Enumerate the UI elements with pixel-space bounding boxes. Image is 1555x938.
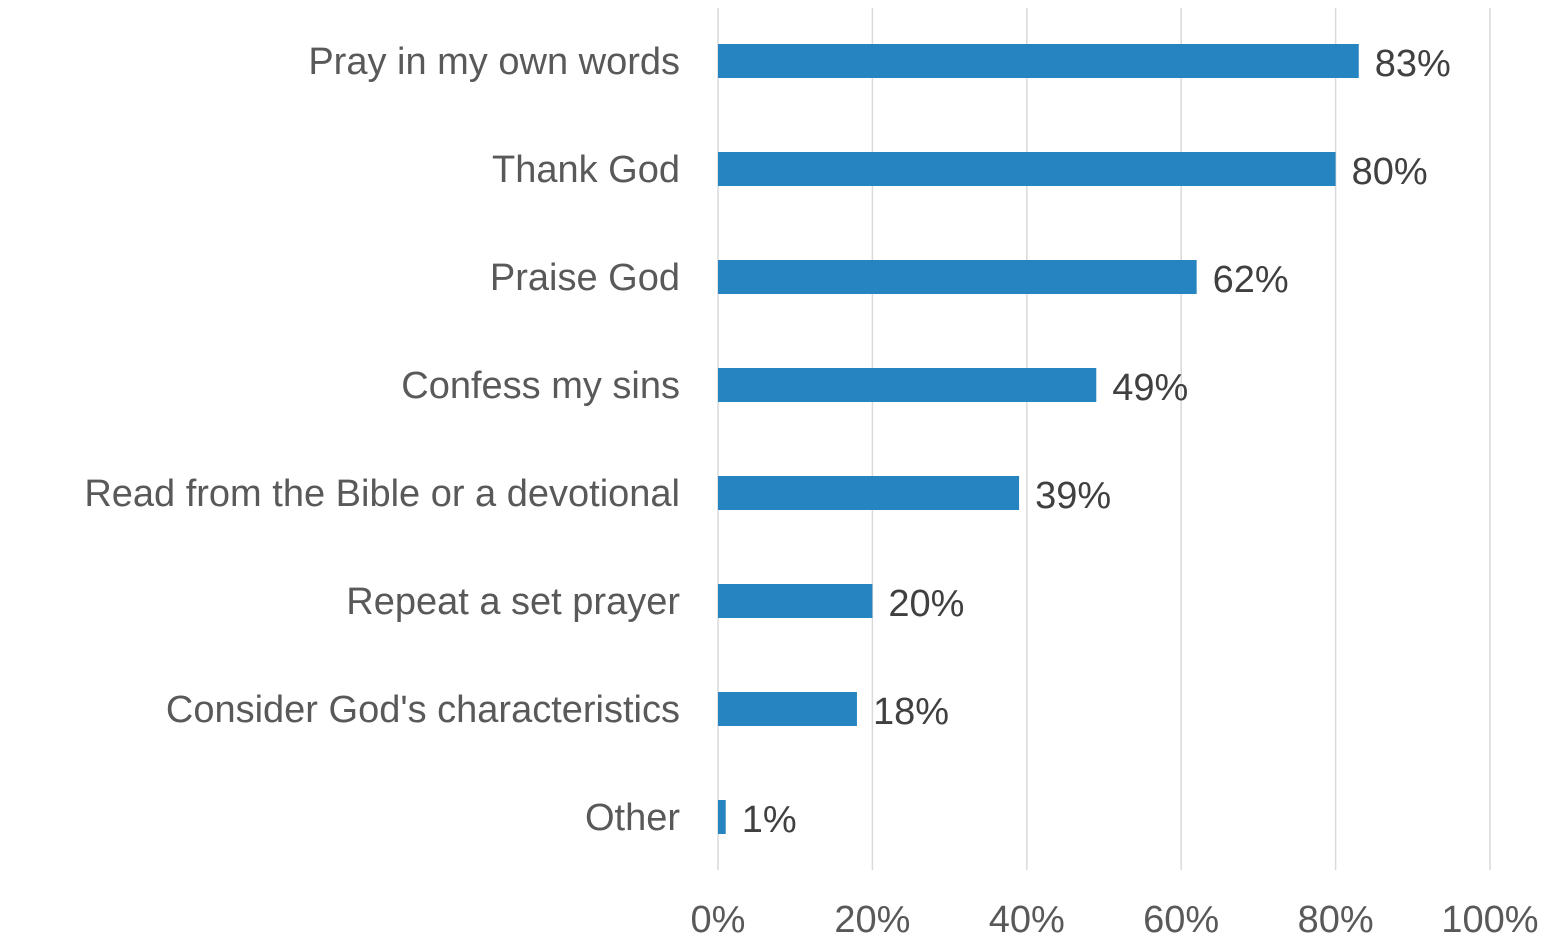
bar-7 (718, 692, 857, 726)
value-label-4: 49% (1112, 367, 1188, 409)
x-tick-label-80: 80% (1298, 899, 1374, 938)
value-label-1: 83% (1375, 43, 1451, 85)
category-label-6: Repeat a set prayer (346, 581, 680, 623)
value-label-3: 62% (1213, 259, 1289, 301)
category-label-4: Confess my sins (401, 365, 680, 407)
bar-8 (718, 800, 726, 834)
category-label-8: Other (585, 797, 680, 839)
x-tick-label-40: 40% (989, 899, 1065, 938)
x-tick-label-20: 20% (834, 899, 910, 938)
x-axis: 0% 20% 40% 60% 80% 100% (691, 899, 1539, 938)
x-tick-label-0: 0% (691, 899, 746, 938)
bar-6 (718, 584, 872, 618)
bar-4 (718, 368, 1096, 402)
x-tick-label-100: 100% (1441, 899, 1538, 938)
gridlines (718, 8, 1490, 870)
category-label-2: Thank God (492, 149, 680, 191)
category-labels: Pray in my own words Thank God Praise God C… (84, 41, 680, 839)
bar-1 (718, 44, 1359, 78)
value-label-8: 1% (742, 799, 797, 841)
value-label-7: 18% (873, 691, 949, 733)
category-label-5: Read from the Bible or a devotional (84, 473, 680, 515)
category-label-7: Consider God's characteristics (166, 689, 680, 731)
value-label-6: 20% (888, 583, 964, 625)
category-label-3: Praise God (490, 257, 680, 299)
bars (718, 44, 1359, 834)
bar-2 (718, 152, 1336, 186)
x-tick-label-60: 60% (1143, 899, 1219, 938)
value-label-5: 39% (1035, 475, 1111, 517)
bar-3 (718, 260, 1197, 294)
category-label-1: Pray in my own words (308, 41, 680, 83)
bar-5 (718, 476, 1019, 510)
value-label-2: 80% (1352, 151, 1428, 193)
